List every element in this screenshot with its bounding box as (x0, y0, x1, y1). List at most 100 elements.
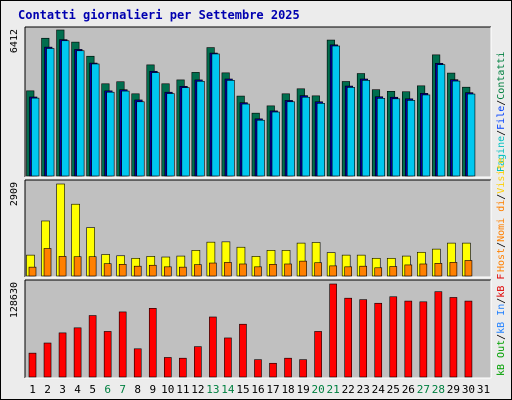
legend-middle-2: Visite (496, 158, 507, 194)
bar-nomi-di-host-2 (43, 248, 52, 277)
x-tick-label-8: 8 (134, 383, 141, 396)
bar-kb-f-20 (314, 331, 322, 378)
legend-top-1: File (496, 106, 507, 130)
bar-pagine-4 (76, 50, 85, 177)
bar-kb-f-30 (464, 300, 473, 378)
bar-kb-f-1 (28, 352, 37, 378)
bar-nomi-di-host-4 (73, 256, 82, 277)
bar-nomi-di-host-22 (344, 266, 352, 277)
bar-kb-f-23 (359, 299, 368, 378)
bar-kb-f-10 (163, 357, 172, 378)
bar-kb-f-3 (58, 332, 67, 378)
x-tick-label-13: 13 (206, 383, 219, 396)
right-legend-middle: Host/Nomi di/Visite (496, 158, 507, 272)
bar-pagine-23 (361, 80, 371, 177)
x-tick-label-14: 14 (221, 383, 235, 396)
x-tick-label-20: 20 (312, 383, 325, 396)
bar-kb-f-12 (194, 346, 202, 378)
bar-pagine-3 (61, 40, 70, 177)
right-legend-bottom: kB Out/kB In/kB F (496, 274, 507, 376)
x-tick-label-12: 12 (191, 383, 204, 396)
x-tick-label-19: 19 (296, 383, 309, 396)
x-tick-label-28: 28 (432, 383, 445, 396)
legend-top-2: Contatti (496, 52, 507, 100)
bar-nomi-di-host-7 (118, 263, 127, 277)
bar-pagine-13 (211, 53, 220, 177)
x-tick-label-26: 26 (402, 383, 415, 396)
bar-nomi-di-host-5 (88, 256, 97, 277)
bar-nomi-di-host-9 (148, 264, 157, 277)
bar-pagine-15 (241, 103, 250, 177)
right-legend-top: Pagine/File/Contatti (496, 52, 507, 172)
x-tick-label-25: 25 (387, 383, 400, 396)
bar-nomi-di-host-19 (299, 260, 307, 277)
bar-pagine-18 (286, 101, 295, 177)
bar-kb-f-17 (269, 362, 277, 378)
x-tick-label-2: 2 (44, 383, 51, 396)
x-tick-label-7: 7 (119, 383, 126, 396)
legend-bottom-2: kB F (496, 274, 507, 298)
bar-pagine-1 (31, 97, 40, 177)
x-tick-label-30: 30 (462, 383, 475, 396)
bar-pagine-26 (407, 100, 416, 177)
bar-kb-f-26 (404, 300, 413, 378)
x-tick-label-5: 5 (89, 383, 96, 396)
bar-pagine-17 (271, 111, 280, 177)
bar-nomi-di-host-26 (404, 264, 413, 277)
x-tick-label-21: 21 (327, 383, 340, 396)
bar-nomi-di-host-6 (103, 263, 112, 277)
bar-kb-f-4 (73, 327, 82, 378)
bar-pagine-14 (226, 80, 235, 177)
bar-nomi-di-host-21 (329, 265, 337, 277)
x-tick-label-27: 27 (417, 383, 430, 396)
bar-nomi-di-host-17 (269, 263, 277, 277)
bar-nomi-di-host-8 (133, 265, 142, 277)
x-tick-label-10: 10 (161, 383, 174, 396)
bar-kb-f-8 (133, 348, 142, 378)
x-tick-label-1: 1 (29, 383, 36, 396)
legend-bottom-0: kB Out (496, 340, 507, 376)
bar-nomi-di-host-23 (359, 265, 368, 277)
chart-title: Contatti giornalieri per Settembre 2025 (18, 8, 300, 22)
bar-nomi-di-host-14 (224, 262, 232, 277)
bar-kb-f-29 (449, 297, 458, 378)
bar-pagine-10 (166, 93, 175, 177)
bar-kb-f-24 (374, 302, 383, 378)
bar-kb-f-9 (148, 308, 157, 378)
bar-nomi-di-host-11 (179, 266, 187, 277)
bar-kb-f-28 (434, 291, 443, 378)
bar-kb-f-5 (88, 315, 97, 378)
ymax-label-middle: 2909 (9, 182, 20, 206)
bar-kb-f-15 (239, 323, 247, 378)
bar-nomi-di-host-24 (374, 267, 383, 277)
bar-pagine-7 (121, 90, 130, 177)
bar-nomi-di-host-16 (254, 266, 262, 277)
x-tick-label-24: 24 (372, 383, 386, 396)
bar-kb-f-11 (179, 357, 187, 378)
bar-nomi-di-host-30 (464, 260, 473, 277)
ymax-label-top: 6412 (9, 29, 20, 53)
x-tick-label-17: 17 (266, 383, 279, 396)
x-tick-label-18: 18 (281, 383, 294, 396)
bar-nomi-di-host-10 (163, 266, 172, 277)
x-tick-label-4: 4 (74, 383, 81, 396)
bar-kb-f-27 (419, 301, 428, 378)
x-tick-label-16: 16 (251, 383, 264, 396)
bar-pagine-6 (106, 91, 115, 177)
bar-nomi-di-host-1 (28, 266, 37, 277)
bar-pagine-16 (256, 119, 265, 177)
bar-kb-f-18 (284, 357, 292, 378)
bar-kb-f-13 (209, 316, 217, 378)
bar-kb-f-16 (254, 359, 262, 378)
bar-pagine-20 (316, 103, 325, 177)
bar-pagine-5 (91, 63, 100, 177)
bar-pagine-12 (196, 80, 205, 177)
bar-kb-f-14 (224, 337, 232, 378)
bar-nomi-di-host-3 (58, 256, 67, 277)
x-tick-label-9: 9 (149, 383, 156, 396)
bar-kb-f-6 (103, 331, 112, 378)
bar-pagine-2 (46, 48, 55, 177)
bar-nomi-di-host-18 (284, 263, 292, 277)
bar-pagine-28 (437, 64, 446, 177)
bar-pagine-30 (467, 93, 476, 177)
